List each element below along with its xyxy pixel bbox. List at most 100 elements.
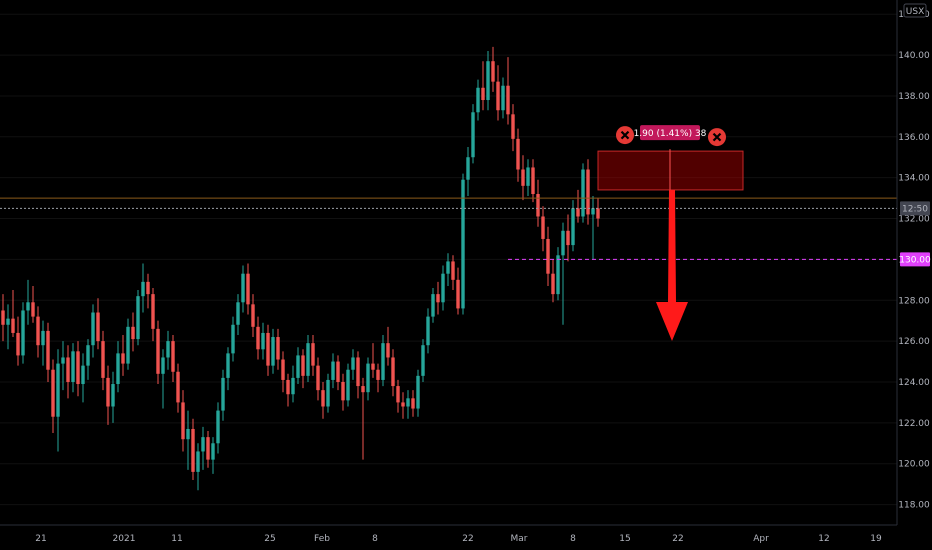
- candle-body: [101, 341, 105, 378]
- candle-body: [326, 379, 330, 407]
- candle-body: [31, 302, 35, 317]
- candle-body: [196, 451, 200, 472]
- candle-body: [331, 361, 335, 380]
- candle-body: [131, 326, 135, 340]
- y-tick-label: 122.00: [898, 419, 930, 429]
- candle-body: [316, 365, 320, 391]
- y-tick-label: 136.00: [898, 133, 930, 143]
- candle-body: [176, 371, 180, 403]
- y-tick-label: 126.00: [898, 337, 930, 347]
- candle-body: [241, 273, 245, 303]
- candle-body: [381, 343, 385, 380]
- x-tick-label: 11: [171, 534, 182, 544]
- candle-body: [361, 386, 365, 393]
- candle-body: [106, 377, 110, 407]
- candle-body: [411, 398, 415, 409]
- candle-body: [141, 281, 145, 297]
- candle-body: [396, 386, 400, 403]
- candle-body: [281, 359, 285, 380]
- candles: [1, 46, 600, 491]
- x-tick-label: 8: [570, 534, 576, 544]
- measure-label: 1.90 (1.41%) 38: [634, 129, 707, 139]
- candle-body: [546, 238, 550, 274]
- down-arrow-icon: [656, 189, 688, 341]
- candle-body: [71, 351, 75, 382]
- x-tick-label: 22: [462, 534, 473, 544]
- candle-body: [451, 261, 455, 280]
- candle-body: [81, 365, 85, 385]
- candle-body: [431, 294, 435, 317]
- candle-body: [471, 112, 475, 158]
- candle-body: [371, 363, 375, 370]
- candle-body: [476, 87, 480, 113]
- candle-body: [126, 326, 130, 364]
- candle-body: [261, 332, 265, 350]
- candle-body: [561, 230, 565, 256]
- y-tick-label: 120.00: [898, 460, 930, 470]
- target-price-badge: 130.00: [899, 252, 931, 267]
- candle-body: [91, 312, 95, 346]
- candle-body: [386, 343, 390, 358]
- x-tick-label: Mar: [511, 534, 528, 544]
- candle-body: [481, 87, 485, 101]
- candle-body: [306, 343, 310, 376]
- candle-body: [591, 208, 595, 215]
- candle-body: [171, 341, 175, 372]
- close-icon[interactable]: [708, 128, 726, 147]
- candle-body: [206, 437, 210, 460]
- candle-body: [501, 85, 505, 111]
- candle-body: [551, 273, 555, 295]
- candle-body: [506, 85, 510, 115]
- candle-body: [556, 255, 560, 295]
- candle-body: [86, 345, 90, 366]
- candle-body: [276, 337, 280, 360]
- x-tick-label: 2021: [113, 534, 136, 544]
- close-icon[interactable]: [616, 126, 634, 145]
- candle-body: [571, 208, 575, 246]
- candle-body: [446, 261, 450, 274]
- candle-body: [36, 316, 40, 346]
- candle-body: [136, 296, 140, 340]
- y-tick-label: 140.00: [898, 51, 930, 61]
- candle-body: [226, 353, 230, 378]
- candle-body: [496, 81, 500, 111]
- x-tick-label: 22: [672, 534, 683, 544]
- candle-body: [596, 208, 600, 219]
- y-tick-label: 124.00: [898, 378, 930, 388]
- candle-body: [366, 363, 370, 393]
- candle-body: [406, 398, 410, 407]
- x-tick-label: 25: [264, 534, 275, 544]
- candle-body: [516, 138, 520, 170]
- candle-body: [581, 169, 585, 217]
- candle-body: [466, 157, 470, 180]
- candle-body: [541, 216, 545, 239]
- candle-body: [26, 302, 30, 311]
- candle-body: [116, 353, 120, 385]
- candle-body: [356, 357, 360, 387]
- candle-body: [121, 353, 125, 364]
- y-tick-label: 118.00: [898, 501, 930, 511]
- currency-label: USX: [906, 7, 924, 17]
- y-tick-label: 134.00: [898, 174, 930, 184]
- candle-body: [256, 326, 260, 350]
- candle-body: [161, 357, 165, 374]
- x-tick-label: 19: [870, 534, 882, 544]
- candle-body: [486, 61, 490, 101]
- candle-body: [111, 384, 115, 407]
- candle-body: [231, 324, 235, 354]
- x-tick-label: 15: [619, 534, 630, 544]
- candle-body: [201, 437, 205, 452]
- candle-body: [96, 312, 100, 342]
- candle-body: [66, 357, 70, 382]
- candle-body: [566, 230, 570, 246]
- candle-body: [491, 61, 495, 82]
- time-axis[interactable]: 21 2021 11 25 Feb 8 22 Mar 8 15 22 Apr 12 19: [0, 524, 897, 544]
- candle-body: [336, 361, 340, 382]
- candle-body: [16, 332, 20, 356]
- currency-badge: USX: [903, 3, 927, 18]
- candle-body: [266, 332, 270, 366]
- current-price-badge: 12:50: [900, 201, 930, 216]
- candle-body: [351, 357, 355, 370]
